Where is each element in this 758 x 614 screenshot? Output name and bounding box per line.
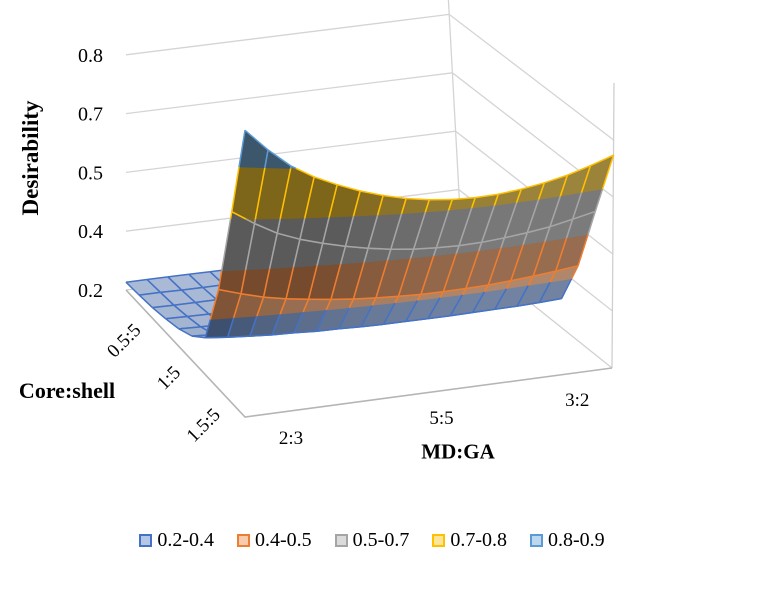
legend-label: 0.7-0.8 (450, 529, 507, 551)
legend-label: 0.5-0.7 (352, 529, 410, 551)
legend-item-0.5-0.7: 0.5-0.7 (334, 529, 410, 552)
tick-label: 0.5 (78, 162, 103, 184)
legend-swatch-icon (334, 534, 348, 547)
cat-label: 1.5:5 (183, 404, 225, 446)
legend-item-0.4-0.5: 0.4-0.5 (236, 529, 312, 552)
tick-label: 0.4 (78, 221, 103, 243)
legend-label: 0.8-0.9 (548, 529, 605, 551)
legend-item-0.8-0.9: 0.8-0.9 (530, 529, 605, 552)
tick-label: 0.2 (78, 280, 103, 302)
y-axis-title: Core:shell (18, 378, 116, 403)
legend-item-0.7-0.8: 0.7-0.8 (432, 529, 507, 552)
cat-label: 3:2 (565, 390, 589, 411)
legend-label: 0.4-0.5 (254, 529, 312, 551)
tick-label: 0.7 (78, 104, 103, 126)
cat-label: 1:5 (153, 362, 185, 394)
cat-label: 0.5:5 (103, 320, 145, 362)
legend-label: 0.2-0.4 (157, 529, 214, 551)
z-axis-title: Desirability (18, 100, 43, 216)
legend-swatch-icon (139, 534, 153, 547)
legend-swatch-icon (432, 534, 446, 547)
surface-mesh (125, 129, 615, 339)
chart-legend: 0.2-0.4 0.4-0.5 0.5-0.7 0.7-0.8 0.8-0.9 (0, 529, 744, 552)
legend-item-0.2-0.4: 0.2-0.4 (139, 529, 214, 552)
cat-label: 2:3 (279, 428, 303, 449)
legend-swatch-icon (236, 534, 250, 547)
legend-swatch-icon (530, 534, 543, 547)
tick-label: 0.8 (78, 45, 103, 67)
x-axis-title: MD:GA (421, 439, 495, 464)
cat-label: 5:5 (429, 408, 453, 429)
